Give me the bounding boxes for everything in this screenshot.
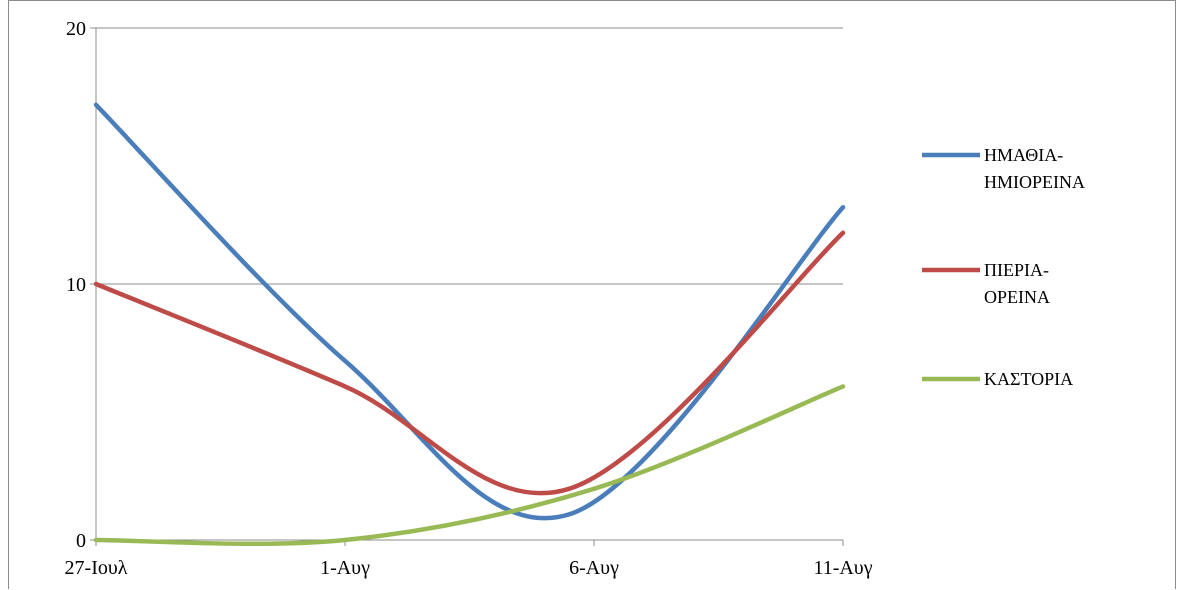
legend-label: ΚΑΣΤΟΡΙΑ xyxy=(984,369,1073,389)
x-tick-label: 27-Ιουλ xyxy=(65,557,128,579)
x-tick-label: 1-Αυγ xyxy=(320,557,370,579)
x-tick-label: 6-Αυγ xyxy=(569,557,619,579)
y-tick-label: 0 xyxy=(76,530,86,552)
series-line xyxy=(93,230,846,496)
series-line xyxy=(93,102,846,521)
legend-label: ΠΙΕΡΙΑ- xyxy=(984,260,1049,280)
legend-label: ΗΜΑΘΙΑ- xyxy=(984,145,1063,165)
series-line xyxy=(93,384,846,547)
x-tick-label: 11-Αυγ xyxy=(813,557,872,579)
legend-label: ΟΡΕΙΝΑ xyxy=(984,287,1050,307)
chart-frame xyxy=(8,0,1176,589)
y-tick-label: 10 xyxy=(66,274,86,296)
y-tick-label: 20 xyxy=(66,18,86,40)
legend-label: ΗΜΙΟΡΕΙΝΑ xyxy=(984,172,1085,192)
